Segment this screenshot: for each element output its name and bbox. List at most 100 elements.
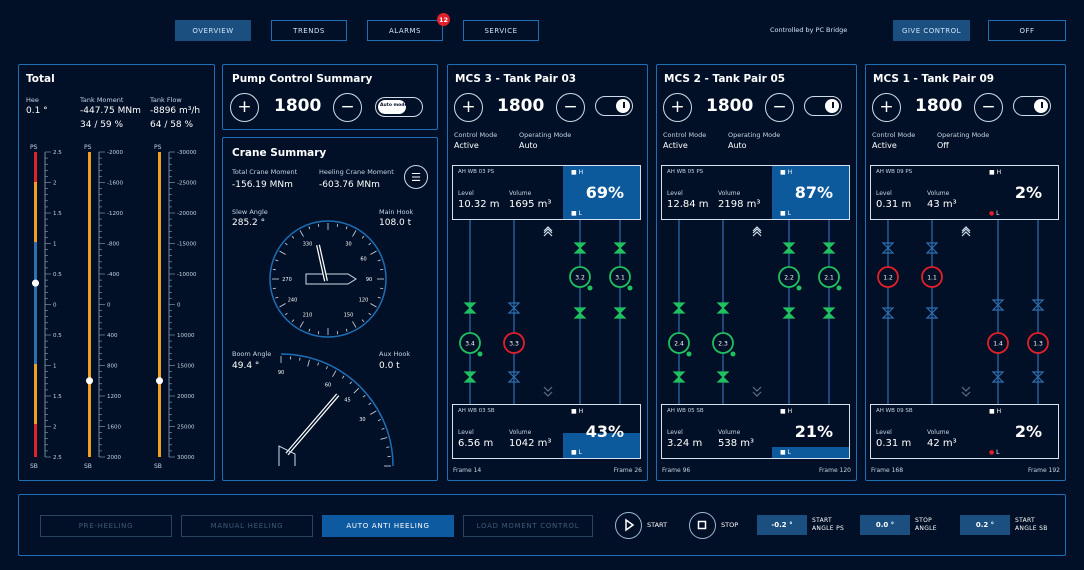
frame-right-label: Frame 26 (613, 467, 642, 474)
compass-tick (317, 331, 320, 335)
scale-top-label: PS (84, 144, 92, 151)
chevron-down-icon (752, 386, 762, 397)
tick-label: -10000 (177, 272, 197, 278)
pump-label: 1.3 (1033, 341, 1043, 348)
boom-tick (381, 428, 385, 430)
preheeling-button[interactable]: Pre-heeling (40, 515, 172, 537)
tab-overview[interactable]: Overview (175, 20, 251, 41)
tank-pair-panel: MCS 3 - Tank Pair 03 + 1800 − Control Mo… (447, 64, 648, 481)
valve-icon (822, 242, 836, 254)
boom-tick (386, 446, 390, 448)
volume-label: Volume (927, 190, 950, 197)
level-label: Level (667, 190, 683, 197)
scale-bottom-label: SB (84, 463, 92, 470)
running-dot (686, 351, 692, 357)
compass-ring (269, 220, 387, 338)
frame-left-label: Frame 14 (453, 467, 482, 474)
volume-label: Volume (509, 429, 532, 436)
auto-mode-toggle[interactable]: Auto mode (375, 97, 423, 117)
compass-tick (291, 235, 295, 239)
power-icon (832, 102, 834, 108)
tick-label: -1600 (107, 181, 123, 187)
valve-icon (573, 242, 587, 254)
start-angle-sb-input[interactable]: 0.2 ° (960, 515, 1010, 535)
start-angle-ps-input[interactable]: -0.2 ° (757, 515, 807, 535)
compass-label: 90 (366, 277, 372, 283)
compass-tick (299, 321, 304, 328)
decrease-button[interactable]: − (556, 93, 585, 122)
load-moment-control-button[interactable]: Load moment control (463, 515, 593, 537)
boom-label: 45 (344, 398, 350, 404)
increase-button[interactable]: + (872, 93, 901, 122)
pump-icon (987, 332, 1009, 354)
running-dot (836, 285, 842, 291)
start-button[interactable] (615, 512, 642, 539)
off-button[interactable]: Off (988, 20, 1066, 41)
fill-percent: 2% (1014, 183, 1042, 202)
power-toggle[interactable] (595, 96, 633, 116)
compass-tick (272, 287, 276, 290)
compass-tick (279, 303, 286, 308)
tank-name: AH WB 05 SB (667, 408, 704, 414)
tab-service[interactable]: Service (463, 20, 539, 41)
aux-hook-value: 0.0 t (379, 361, 400, 371)
boom-tick (368, 402, 372, 405)
tick-label: 0.5 (53, 333, 62, 339)
tab-alarms[interactable]: Alarms (367, 20, 443, 41)
power-icon (1041, 102, 1043, 108)
valve-icon (881, 307, 895, 319)
tab-trends[interactable]: Trends (271, 20, 347, 41)
valve-icon (822, 307, 836, 319)
power-toggle[interactable] (1013, 96, 1051, 116)
valve-icon (991, 299, 1005, 311)
bar-segment-orange (88, 152, 91, 457)
valve-icon (925, 242, 939, 254)
compass-tick (272, 268, 276, 271)
valve-icon (507, 371, 521, 383)
operating-mode-value: Auto (519, 141, 538, 150)
high-indicator: ■ H (780, 169, 793, 176)
tank-sb: AH WB 05 SB ■ H ■ L Level 3.24 m Volume … (661, 404, 850, 459)
settings-sliders-icon[interactable]: ☰ (404, 165, 428, 189)
total-panel: Total Hee 0.1 ° Tank Moment -447.75 MNm … (18, 64, 215, 481)
chevron-down-icon (961, 386, 971, 397)
valve-icon (463, 371, 477, 383)
tick-label: -2000 (107, 150, 123, 156)
vessel-outline (305, 273, 357, 285)
pump-label: 1.4 (993, 341, 1003, 348)
slew-compass: 270 330 30 60 90 120 150 210 240 (269, 220, 387, 338)
increase-button[interactable]: + (230, 93, 259, 122)
slew-angle-label: Slew Angle (232, 208, 268, 216)
slew-angle-value: 285.2 ° (232, 218, 266, 228)
compass-tick (361, 319, 365, 323)
increase-button[interactable]: + (663, 93, 692, 122)
stop-angle-input[interactable]: 0.0 ° (860, 515, 910, 535)
running-dot (587, 285, 593, 291)
tick-label: 20000 (177, 394, 195, 400)
valve-icon (507, 302, 521, 314)
decrease-button[interactable]: − (974, 93, 1003, 122)
tank-name: AH WB 09 SB (876, 408, 913, 414)
level-marker (32, 279, 39, 287)
tick-label: 1.5 (53, 394, 62, 400)
pump-icon (921, 266, 943, 288)
tank-sb: AH WB 09 SB ■ H ● L Level 0.31 m Volume … (870, 404, 1059, 459)
operating-mode-value: Auto (728, 141, 747, 150)
level-value: 0.31 m (876, 438, 912, 449)
panel-title: Total (26, 73, 55, 85)
decrease-button[interactable]: − (333, 93, 362, 122)
frame-left-label: Frame 96 (662, 467, 691, 474)
manual-heeling-button[interactable]: Manual heeling (181, 515, 313, 537)
give-control-button[interactable]: Give control (893, 20, 970, 41)
stop-button[interactable] (689, 512, 716, 539)
level-value: 12.84 m (667, 199, 709, 210)
power-toggle[interactable] (804, 96, 842, 116)
auto-anti-heeling-button[interactable]: Auto anti heeling (322, 515, 454, 537)
increase-button[interactable]: + (454, 93, 483, 122)
decrease-button[interactable]: − (765, 93, 794, 122)
tank-name: AH WB 03 SB (458, 408, 495, 414)
boom-tick (353, 387, 360, 394)
tank-ps: AH WB 03 PS ■ H ■ L Level 10.32 m Volume… (452, 165, 641, 220)
running-dot (477, 351, 483, 357)
boom-tick (377, 419, 381, 422)
